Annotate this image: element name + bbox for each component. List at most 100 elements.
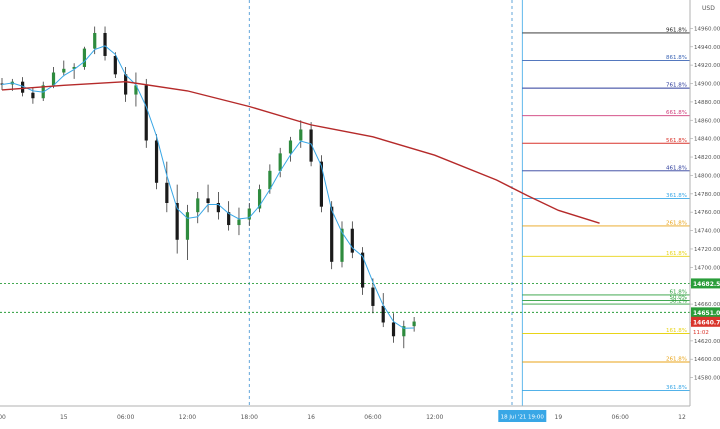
price-tick-label: 14900.00 — [694, 82, 720, 88]
countdown-text: 11:02 — [693, 330, 709, 336]
candle-body — [154, 140, 159, 183]
price-tick-label: 14620.00 — [694, 339, 720, 345]
time-tick-label: 12 — [678, 414, 686, 421]
time-tick-label: 15 — [60, 414, 68, 421]
candle-body — [134, 85, 138, 95]
candle-body — [278, 153, 282, 171]
candle-body — [93, 32, 97, 49]
time-separators — [248, 0, 523, 406]
ma-slow-line — [1, 80, 600, 224]
time-tick-label: 06:00 — [117, 414, 134, 421]
price-axis-background — [690, 0, 720, 425]
candle-body — [175, 203, 179, 240]
candle-body — [288, 140, 293, 154]
fib-level-label: 261.8% — [666, 356, 687, 362]
candle-body — [82, 48, 87, 67]
horizontal-levels — [0, 282, 690, 313]
fib-level-label: 50.0% — [670, 295, 687, 301]
candle-body — [227, 212, 231, 226]
fib-level-label: 361.8% — [666, 385, 687, 391]
candle-body — [124, 74, 128, 95]
price-tick-label: 14660.00 — [694, 302, 720, 308]
price-tick-label: 14840.00 — [694, 137, 720, 143]
candle-body — [21, 81, 25, 93]
fib-level-label: 161.8% — [666, 328, 687, 334]
candle-body — [340, 228, 344, 262]
candle-body — [391, 322, 396, 337]
crosshair-time-box — [498, 410, 547, 422]
price-tick-label: 14880.00 — [694, 100, 720, 106]
currency-label: USD — [702, 5, 715, 12]
candle-body — [299, 129, 303, 141]
fib-level-label: 761.8% — [666, 83, 687, 89]
candle-body — [31, 92, 35, 99]
crosshair-time-text: 18 Jul '21 19:00 — [501, 415, 545, 421]
candle-body — [330, 206, 334, 262]
candles — [0, 26, 416, 349]
time-tick-label: 16 — [307, 414, 315, 421]
fib-level-label: 961.8% — [666, 27, 687, 33]
price-tick-label: 14600.00 — [694, 357, 720, 363]
time-tick-label: 06:00 — [612, 414, 629, 421]
fib-level-label: 38.2% — [670, 299, 687, 305]
price-tick-label: 14780.00 — [694, 192, 720, 198]
price-tick-label: 14920.00 — [694, 63, 720, 69]
moving-averages — [1, 45, 600, 329]
price-tick-label: 14800.00 — [694, 173, 720, 179]
candle-body — [196, 198, 200, 213]
candle-body — [113, 55, 117, 75]
fib-level-label: 361.8% — [666, 193, 687, 199]
candle-body — [51, 72, 56, 86]
candle-body — [72, 66, 76, 69]
price-tick-label: 14740.00 — [694, 229, 720, 235]
time-axis[interactable]: 00 15 06:00 12:00 18:00 16 06:00 12:00 19 06:00 12… — [0, 405, 690, 422]
candle-body — [361, 252, 365, 288]
candle-body — [381, 305, 385, 323]
price-tick-label: 14760.00 — [694, 210, 720, 216]
price-tick-label: 14720.00 — [694, 247, 720, 253]
candle-body — [206, 198, 210, 203]
last-price-label-text: 14640.75 — [693, 319, 720, 326]
time-tick-label: 18:00 — [241, 414, 258, 421]
candle-body — [319, 161, 323, 207]
candle-body — [185, 212, 190, 240]
time-tick-label: 06:00 — [364, 414, 381, 421]
fib-level-label: 661.8% — [666, 110, 687, 116]
level-1-price-label-box — [691, 278, 720, 289]
fib-level-label: 61.8% — [670, 289, 687, 295]
candle-body — [371, 287, 375, 306]
ma-fast-line — [1, 45, 415, 329]
candle-body — [62, 68, 66, 73]
candle-body — [216, 203, 220, 213]
currency-text: USD — [702, 5, 715, 12]
fibonacci-levels: 961.8% 861.8% 761.8% 661.8% 561.8% 461.8% 361.… — [522, 27, 690, 391]
price-tick-label: 14860.00 — [694, 118, 720, 124]
price-axis[interactable]: 14960.00 14940.00 14920.00 14900.00 14880.00… — [689, 0, 720, 425]
time-tick-label: 12:00 — [426, 414, 443, 421]
price-tick-label: 14940.00 — [694, 45, 720, 51]
candle-body — [412, 321, 416, 327]
price-tick-label: 14580.00 — [694, 376, 720, 382]
fib-level-label: 261.8% — [666, 220, 687, 226]
price-tick-label: 14820.00 — [694, 155, 720, 161]
candle-body — [237, 219, 241, 226]
candle-body — [144, 85, 148, 141]
candle-body — [103, 32, 107, 56]
time-tick-label: 12:00 — [179, 414, 196, 421]
candle-body — [257, 189, 262, 209]
level-1-price-label-text: 14682.50 — [693, 281, 720, 288]
candle-body — [309, 129, 313, 162]
fib-level-label: 161.8% — [666, 251, 687, 257]
candle-body — [247, 208, 251, 220]
level-2-price-label-box — [691, 307, 720, 318]
fib-level-label: 861.8% — [666, 55, 687, 61]
candle-body — [402, 326, 406, 337]
time-tick-label: 00 — [0, 414, 6, 421]
fib-level-label: 461.8% — [666, 165, 687, 171]
fib-level-label: 561.8% — [666, 138, 687, 144]
candle-body — [350, 228, 354, 253]
time-tick-label: 19 — [555, 414, 563, 421]
